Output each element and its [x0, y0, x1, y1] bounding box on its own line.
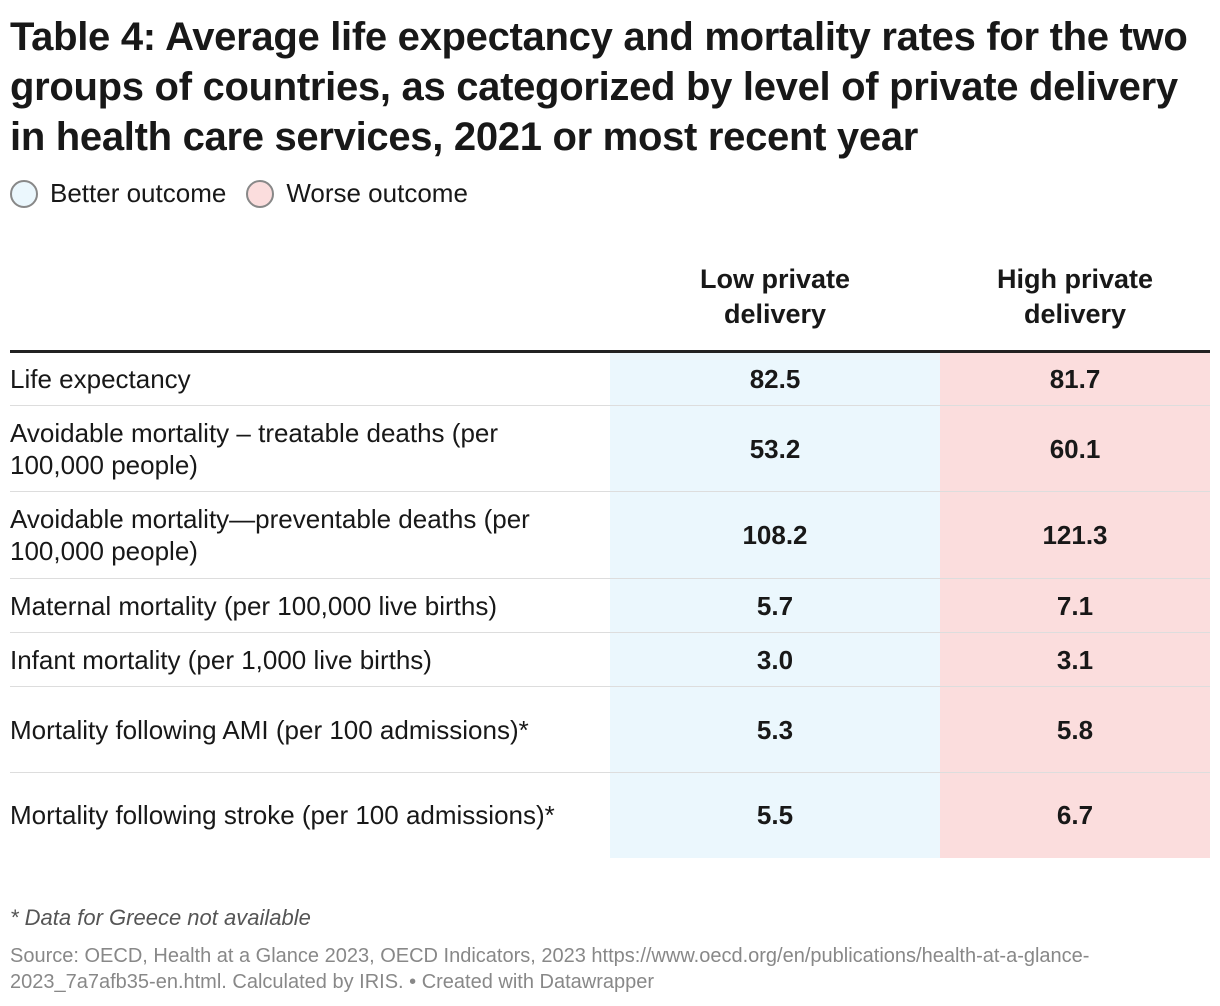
- value-cell: 81.7: [940, 351, 1210, 406]
- value-cell: 82.5: [610, 351, 940, 406]
- legend-item: Better outcome: [10, 178, 226, 209]
- legend-label: Better outcome: [50, 178, 227, 208]
- value-cell: 3.0: [610, 632, 940, 687]
- legend-item: Worse outcome: [246, 178, 468, 209]
- title: Table 4: Average life expectancy and mor…: [10, 15, 1188, 159]
- row-label: Avoidable mortality – treatable deaths (…: [10, 405, 610, 492]
- row-label: Infant mortality (per 1,000 live births): [10, 632, 610, 687]
- row-label: Mortality following stroke (per 100 admi…: [10, 800, 555, 831]
- row-label: Avoidable mortality—preventable deaths (…: [10, 491, 610, 579]
- row-label: Maternal mortality (per 100,000 live bir…: [10, 578, 610, 633]
- value-cell: 5.5: [610, 772, 940, 858]
- header-cell: [10, 262, 610, 353]
- table-row: Life expectancy 82.5 81.7: [10, 351, 1210, 406]
- table-row: Avoidable mortality – treatable deaths (…: [10, 405, 1210, 492]
- legend: Better outcome Worse outcome: [10, 178, 468, 209]
- header-cell: Low private delivery: [610, 262, 940, 353]
- value-cell: 53.2: [610, 405, 940, 492]
- source: Source: OECD, Health at a Glance 2023, O…: [10, 945, 1090, 993]
- value-cell: 121.3: [940, 491, 1210, 579]
- footnote: * Data for Greece not available: [10, 905, 311, 930]
- table-body: Life expectancy 82.5 81.7 Avoidable mortali…: [10, 351, 1210, 858]
- header-row: Low private delivery High private delive…: [10, 262, 1210, 353]
- value-cell: 7.1: [940, 578, 1210, 633]
- data-table: Low private delivery High private delive…: [10, 262, 1210, 858]
- value-cell: 5.3: [610, 686, 940, 773]
- value-cell: 5.8: [940, 686, 1210, 773]
- value-cell: 3.1: [940, 632, 1210, 687]
- value-cell: 5.7: [610, 578, 940, 633]
- row-label: Mortality following AMI (per 100 admissi…: [10, 686, 610, 773]
- legend-label: Worse outcome: [286, 178, 468, 208]
- row-label: Life expectancy: [10, 351, 610, 406]
- table-row: Avoidable mortality—preventable deaths (…: [10, 491, 1210, 579]
- table-row: Mortality following stroke (per 100 admi…: [10, 772, 1210, 858]
- legend-swatch: [10, 179, 38, 208]
- value-cell: 60.1: [940, 405, 1210, 492]
- table-row: Maternal mortality (per 100,000 live bir…: [10, 578, 1210, 633]
- table-row: Infant mortality (per 1,000 live births)…: [10, 632, 1210, 687]
- header-cell: High private delivery: [940, 262, 1210, 353]
- column-header: High private delivery: [996, 264, 1154, 329]
- table-row: Mortality following AMI (per 100 admissi…: [10, 686, 1210, 773]
- value-cell: 108.2: [610, 491, 940, 579]
- column-header: Low private delivery: [699, 264, 851, 329]
- value-cell: 6.7: [940, 772, 1210, 858]
- legend-swatch: [246, 179, 275, 208]
